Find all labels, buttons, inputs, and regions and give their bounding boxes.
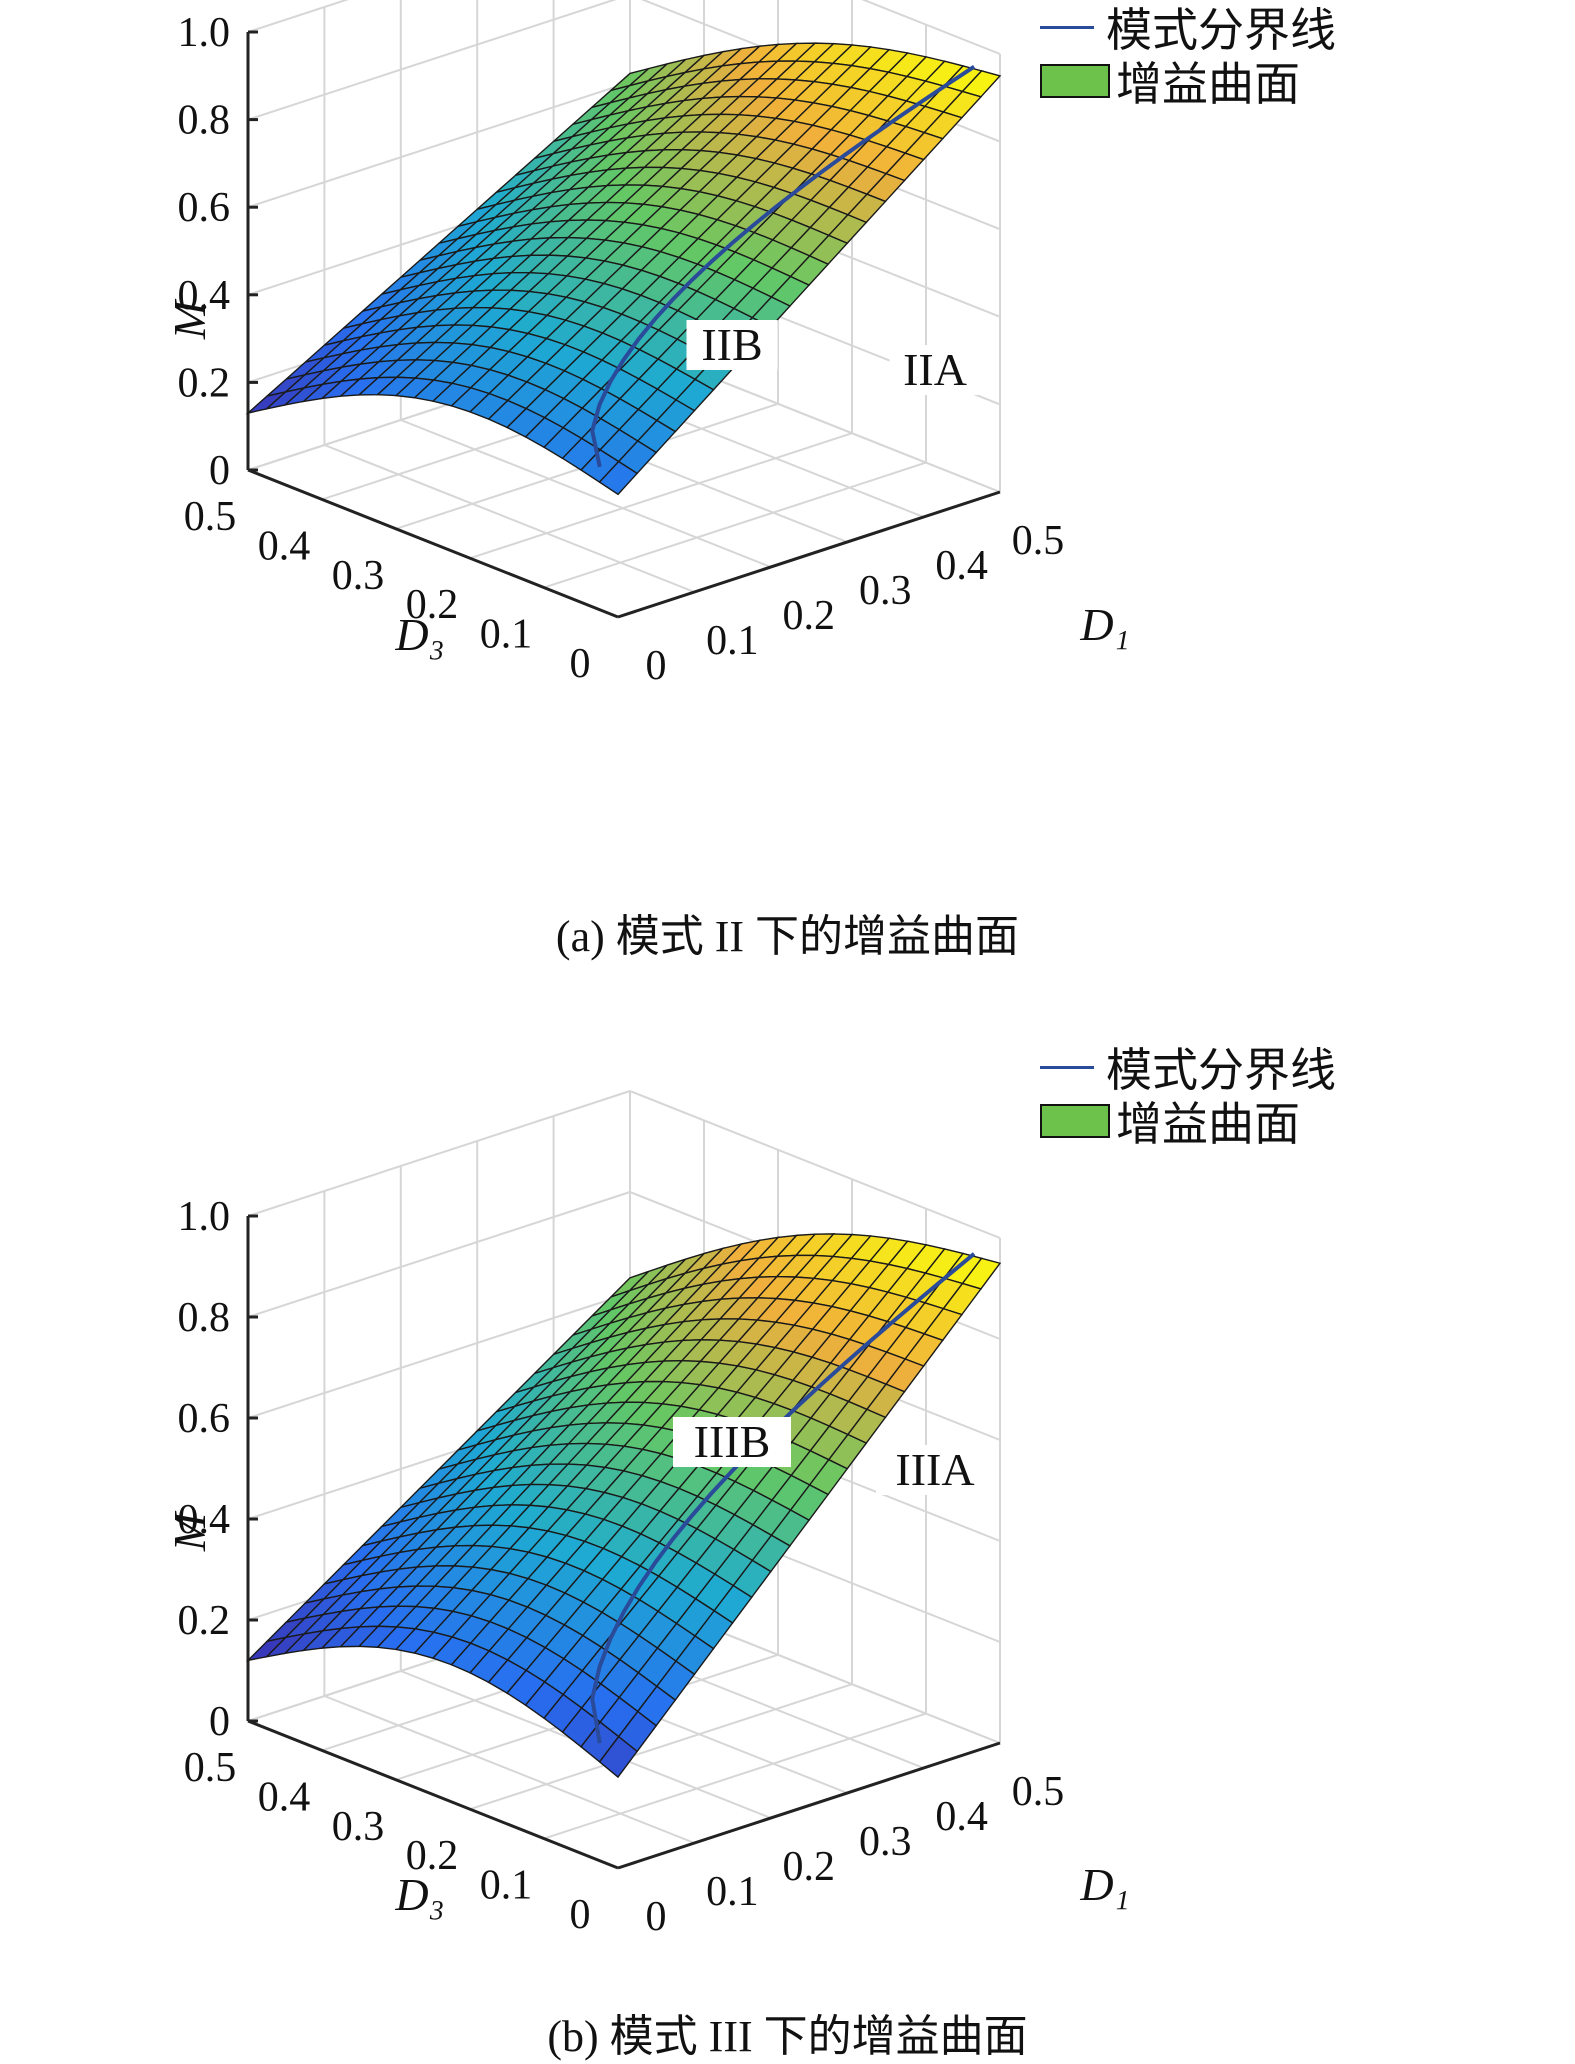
y-tick-label: 0.4: [258, 1774, 311, 1820]
mode-boundary-line: [590, 64, 976, 468]
y-tick-label: 0.3: [332, 1804, 385, 1850]
floor-grid-line: [469, 1683, 853, 1811]
wall-grid-line: [247, 1292, 631, 1419]
y-tick-label: 0.4: [258, 523, 311, 569]
y-tick-label: 0.1: [480, 1863, 533, 1909]
z-tick-label: 0.6: [178, 185, 231, 231]
x-tick-label: 0: [646, 643, 667, 689]
wall-grid-line: [247, 0, 350, 33]
caption-b: (b) 模式 III 下的增益曲面: [547, 2012, 1028, 2061]
surface-plot-a: IIB IIA00.20.40.60.81.000.10.20.30.40.500…: [164, 0, 1130, 689]
chart-panel-b: IIIB IIIA 0 0.2 0.4 0.6 0.8 1.0 0 0.1 0.2 0.3 0.4 0.5…: [0, 1030, 1575, 2061]
floor-grid-line: [469, 432, 853, 560]
chart-panel-a: IIB IIA 0 0.2 0.4 0.6 0.8 1.0 0 0.1 0.2 0.3 0.4 0.5 0 0…: [0, 0, 1575, 1000]
x-tick-label: 0.4: [935, 1794, 988, 1840]
surface-swatch: [1040, 64, 1110, 98]
x-tick-label: 0: [646, 1894, 667, 1940]
boundary-line-swatch: [1040, 25, 1094, 29]
z-tick-label: 0: [209, 1699, 230, 1745]
floor-grid-line: [324, 1695, 695, 1844]
region-label-bg: [686, 320, 778, 370]
wall-grid-line: [247, 81, 631, 209]
y-axis-label: D₃: [394, 609, 444, 660]
z-tick-label: 0.2: [178, 1598, 231, 1644]
z-tick-label: 1.0: [178, 1194, 231, 1240]
z-axis-label: M: [164, 298, 215, 340]
z-tick-label: 0.4: [178, 273, 231, 319]
region-label-b: IIB: [701, 319, 762, 370]
floor-grid-line: [543, 1712, 927, 1840]
y-axis-line: [247, 468, 619, 619]
axes: [246, 1214, 1001, 1870]
gain-surface: [245, 42, 1002, 496]
wall-grid-line: [247, 0, 617, 121]
legend-b: 模式分界线 增益曲面: [1040, 1040, 1336, 1150]
y-tick-label: 0.5: [184, 494, 237, 540]
surface-swatch: [1040, 1104, 1110, 1138]
z-axis-label: M: [164, 1510, 215, 1552]
legend-label: 模式分界线: [1106, 5, 1336, 56]
legend-entry-surface: 增益曲面: [1040, 1094, 1336, 1150]
x-axis-label: D₁: [1079, 1859, 1129, 1910]
x-axis-line: [617, 490, 1001, 619]
surface-patch: [245, 1636, 288, 1662]
z-tick-label: 0.4: [178, 1497, 231, 1543]
y-axis-line: [247, 1719, 619, 1870]
x-tick-label: 0.5: [1012, 518, 1065, 564]
wall-grid-line: [861, 0, 1001, 55]
z-tick-label: 0.6: [178, 1396, 231, 1442]
floor-grid-line: [324, 444, 695, 593]
z-tick-label: 0: [209, 448, 230, 494]
x-axis-line: [617, 1741, 1001, 1870]
region-label-b: IIIB: [694, 1416, 771, 1467]
surface-patch: [245, 391, 287, 415]
z-tick-label: 0.8: [178, 98, 231, 144]
z-tick-label: 1.0: [178, 10, 231, 56]
region-label-bg: [673, 1417, 791, 1467]
region-label-a: IIIA: [895, 1444, 974, 1495]
mode-boundary-line: [590, 1252, 976, 1744]
legend-label: 增益曲面: [1116, 59, 1300, 110]
x-tick-label: 0.4: [935, 543, 988, 589]
gain-surface: [245, 1233, 1002, 1779]
legend-entry-boundary: 模式分界线: [1040, 0, 1336, 56]
x-tick-label: 0.3: [859, 568, 912, 614]
region-label-bg: [876, 1445, 994, 1495]
wall-grid-line: [247, 1191, 631, 1318]
x-axis-label: D₁: [1079, 599, 1129, 650]
wall-grid-line: [629, 1090, 1001, 1239]
axes: [246, 30, 1001, 619]
y-axis-label: D₃: [394, 1869, 444, 1920]
z-tick-label: 0.2: [178, 360, 231, 406]
wall-grid-line: [247, 1090, 631, 1217]
z-tick-label: 0.8: [178, 1295, 231, 1341]
x-tick-label: 0.1: [706, 1869, 759, 1915]
y-tick-label: 0: [570, 641, 591, 687]
floor-grid-line: [400, 419, 772, 568]
y-tick-label: 0.2: [406, 582, 459, 628]
legend-entry-surface: 增益曲面: [1040, 54, 1336, 110]
x-tick-label: 0.2: [783, 593, 836, 639]
legend-entry-boundary: 模式分界线: [1040, 1040, 1336, 1096]
boundary-line-swatch: [1040, 1065, 1094, 1069]
region-label-bg: [889, 345, 981, 395]
legend-label: 增益曲面: [1116, 1099, 1300, 1150]
y-tick-label: 0: [570, 1892, 591, 1938]
y-tick-label: 0.2: [406, 1833, 459, 1879]
region-label-a: IIA: [903, 344, 967, 395]
caption-a: (a) 模式 II 下的增益曲面: [555, 912, 1020, 961]
y-tick-label: 0.1: [480, 612, 533, 658]
y-tick-label: 0.3: [332, 553, 385, 599]
x-tick-label: 0.1: [706, 618, 759, 664]
x-tick-label: 0.5: [1012, 1769, 1065, 1815]
legend-a: 模式分界线 增益曲面: [1040, 0, 1336, 110]
surface-plot-b: IIIB IIIA 0 0.2 0.4 0.6 0.8 1.0 0 0.1 0.2 0.3 0.4 0.5…: [164, 1090, 1130, 1940]
floor-grid-line: [543, 461, 927, 589]
x-tick-label: 0.2: [783, 1844, 836, 1890]
x-tick-label: 0.3: [859, 1819, 912, 1865]
y-tick-label: 0.5: [184, 1745, 237, 1791]
legend-label: 模式分界线: [1106, 1045, 1336, 1096]
